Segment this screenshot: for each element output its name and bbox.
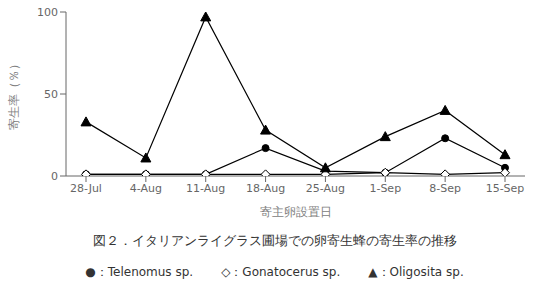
- svg-text:0: 0: [51, 170, 58, 183]
- html-text:●：Telenomus sp.: ●：Telenomus sp.: [85, 265, 194, 279]
- html-text:▲：Oligosita sp.: ▲：Oligosita sp.: [368, 265, 464, 279]
- svg-text:15-Sep: 15-Sep: [486, 182, 525, 195]
- svg-text:寄生率（％）: 寄生率（％）: [8, 58, 21, 130]
- svg-text:100: 100: [37, 6, 58, 19]
- html-text:図２．イタリアンライグラス圃場での卵寄生蜂の寄生率の推移: 図２．イタリアンライグラス圃場での卵寄生蜂の寄生率の推移: [92, 233, 457, 248]
- svg-text:寄主卵設置日: 寄主卵設置日: [260, 205, 332, 219]
- svg-text:8-Sep: 8-Sep: [429, 182, 461, 195]
- svg-text:28-Jul: 28-Jul: [70, 182, 102, 195]
- svg-text:50: 50: [44, 88, 58, 101]
- svg-text:4-Aug: 4-Aug: [130, 182, 162, 195]
- svg-text:1-Sep: 1-Sep: [369, 182, 401, 195]
- svg-text:25-Aug: 25-Aug: [306, 182, 345, 195]
- svg-text:18-Aug: 18-Aug: [246, 182, 285, 195]
- html-text:◇：Gonatocerus sp.: ◇：Gonatocerus sp.: [221, 265, 341, 279]
- svg-text:11-Aug: 11-Aug: [186, 182, 225, 195]
